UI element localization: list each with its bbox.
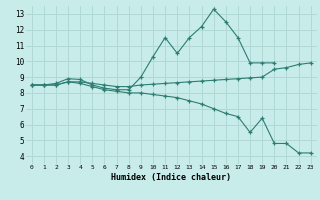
- X-axis label: Humidex (Indice chaleur): Humidex (Indice chaleur): [111, 173, 231, 182]
